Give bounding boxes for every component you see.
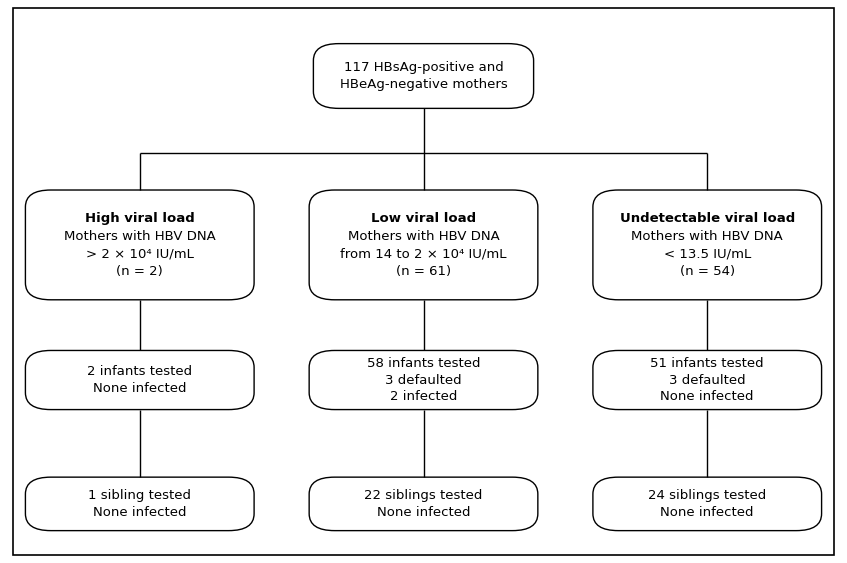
FancyBboxPatch shape <box>593 477 822 530</box>
Text: 2 infants tested
None infected: 2 infants tested None infected <box>87 365 192 395</box>
Text: 1 sibling tested
None infected: 1 sibling tested None infected <box>88 489 191 519</box>
Text: Undetectable viral load: Undetectable viral load <box>620 212 794 225</box>
Text: Mothers with HBV DNA: Mothers with HBV DNA <box>64 230 216 243</box>
Text: < 13.5 IU/mL: < 13.5 IU/mL <box>663 247 751 260</box>
Text: 51 infants tested
3 defaulted
None infected: 51 infants tested 3 defaulted None infec… <box>650 357 764 403</box>
Text: (n = 61): (n = 61) <box>396 265 451 278</box>
Text: 22 siblings tested
None infected: 22 siblings tested None infected <box>364 489 483 519</box>
Text: Low viral load: Low viral load <box>371 212 476 225</box>
FancyBboxPatch shape <box>309 350 538 410</box>
FancyBboxPatch shape <box>313 44 534 108</box>
Text: (n = 2): (n = 2) <box>116 265 163 278</box>
FancyBboxPatch shape <box>25 477 254 530</box>
Text: 117 HBsAg-positive and
HBeAg-negative mothers: 117 HBsAg-positive and HBeAg-negative mo… <box>340 61 507 91</box>
Text: 24 siblings tested
None infected: 24 siblings tested None infected <box>648 489 767 519</box>
FancyBboxPatch shape <box>593 190 822 300</box>
FancyBboxPatch shape <box>25 190 254 300</box>
Text: Mothers with HBV DNA: Mothers with HBV DNA <box>347 230 500 243</box>
Text: High viral load: High viral load <box>85 212 195 225</box>
FancyBboxPatch shape <box>309 477 538 530</box>
FancyBboxPatch shape <box>593 350 822 410</box>
Text: (n = 54): (n = 54) <box>679 265 735 278</box>
Text: > 2 × 10⁴ IU/mL: > 2 × 10⁴ IU/mL <box>86 247 194 260</box>
Text: from 14 to 2 × 10⁴ IU/mL: from 14 to 2 × 10⁴ IU/mL <box>340 247 507 260</box>
FancyBboxPatch shape <box>25 350 254 410</box>
FancyBboxPatch shape <box>309 190 538 300</box>
Text: Mothers with HBV DNA: Mothers with HBV DNA <box>631 230 783 243</box>
Text: 58 infants tested
3 defaulted
2 infected: 58 infants tested 3 defaulted 2 infected <box>367 357 480 403</box>
